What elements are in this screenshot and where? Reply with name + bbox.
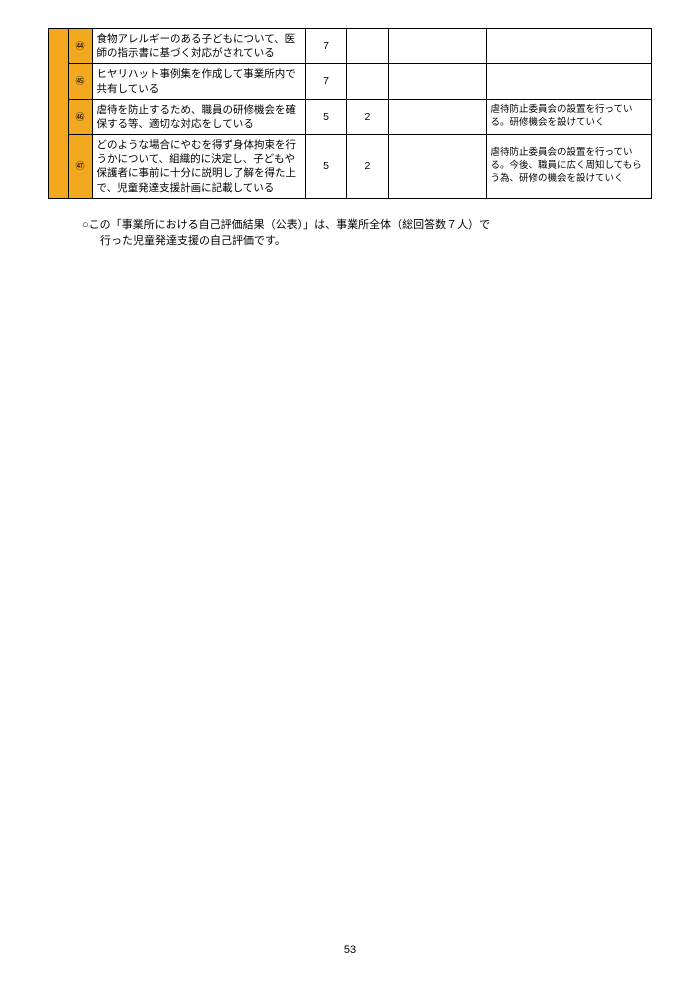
page-content: ㊹ 食物アレルギーのある子どもについて、医師の指示書に基づく対応がされている 7… bbox=[0, 0, 700, 250]
table-row: ㊻ 虐待を防止するため、職員の研修機会を確保する等、適切な対応をしている 5 2… bbox=[49, 99, 652, 134]
evaluation-table: ㊹ 食物アレルギーのある子どもについて、医師の指示書に基づく対応がされている 7… bbox=[48, 28, 652, 199]
note-cell: 虐待防止委員会の設置を行っている。研修機会を設けていく bbox=[486, 99, 651, 134]
row-number-cell: ㊻ bbox=[68, 99, 92, 134]
value2-cell bbox=[347, 64, 388, 99]
value2-cell: 2 bbox=[347, 99, 388, 134]
value2-cell: 2 bbox=[347, 135, 388, 199]
description-cell: 食物アレルギーのある子どもについて、医師の指示書に基づく対応がされている bbox=[92, 29, 305, 64]
description-cell: 虐待を防止するため、職員の研修機会を確保する等、適切な対応をしている bbox=[92, 99, 305, 134]
value1-cell: 5 bbox=[305, 99, 346, 134]
note-cell bbox=[486, 64, 651, 99]
value1-cell: 7 bbox=[305, 64, 346, 99]
description-cell: ヒヤリハット事例集を作成して事業所内で共有している bbox=[92, 64, 305, 99]
value1-cell: 7 bbox=[305, 29, 346, 64]
value3-cell bbox=[388, 99, 486, 134]
value2-cell bbox=[347, 29, 388, 64]
table-row: ㊺ ヒヤリハット事例集を作成して事業所内で共有している 7 bbox=[49, 64, 652, 99]
row-number: ㊺ bbox=[76, 76, 85, 86]
table-row: ㊼ どのような場合にやむを得ず身体拘束を行うかについて、組織的に決定し、子どもや… bbox=[49, 135, 652, 199]
row-number: ㊻ bbox=[76, 112, 85, 122]
row-number: ㊹ bbox=[76, 41, 85, 51]
page-number: 53 bbox=[0, 944, 700, 956]
note-cell bbox=[486, 29, 651, 64]
row-number-cell: ㊼ bbox=[68, 135, 92, 199]
footnote-block: ○この「事業所における自己評価結果（公表）」は、事業所全体（総回答数７人）で 行… bbox=[82, 217, 652, 250]
side-bar-cell bbox=[49, 29, 69, 199]
table-row: ㊹ 食物アレルギーのある子どもについて、医師の指示書に基づく対応がされている 7 bbox=[49, 29, 652, 64]
note-cell: 虐待防止委員会の設置を行っている。今後、職員に広く周知してもらう為、研修の機会を… bbox=[486, 135, 651, 199]
value1-cell: 5 bbox=[305, 135, 346, 199]
value3-cell bbox=[388, 64, 486, 99]
row-number: ㊼ bbox=[76, 161, 85, 171]
description-cell: どのような場合にやむを得ず身体拘束を行うかについて、組織的に決定し、子どもや保護… bbox=[92, 135, 305, 199]
value3-cell bbox=[388, 135, 486, 199]
row-number-cell: ㊺ bbox=[68, 64, 92, 99]
value3-cell bbox=[388, 29, 486, 64]
row-number-cell: ㊹ bbox=[68, 29, 92, 64]
footnote-line2: 行った児童発達支援の自己評価です。 bbox=[100, 233, 652, 250]
footnote-line1: ○この「事業所における自己評価結果（公表）」は、事業所全体（総回答数７人）で bbox=[82, 217, 652, 234]
